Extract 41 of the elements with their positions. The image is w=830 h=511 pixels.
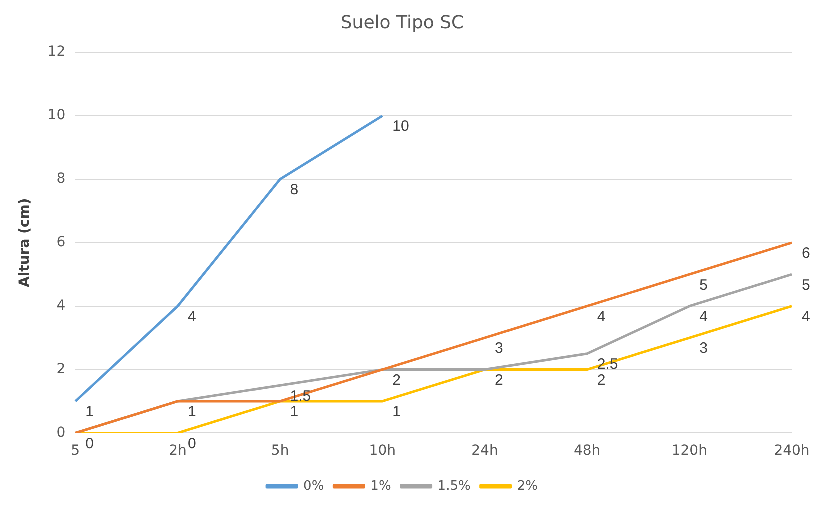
legend-label: 1.5%: [438, 478, 471, 494]
x-tick-label: 24h: [472, 443, 498, 460]
y-tick-label: 4: [56, 298, 66, 314]
y-tick-label: 8: [56, 171, 66, 188]
legend-label: 1%: [370, 478, 392, 494]
y-tick-label: 12: [48, 44, 66, 60]
data-label: 10: [392, 118, 410, 136]
data-label: 1: [188, 404, 196, 421]
y-tick-label: 2: [56, 361, 66, 378]
data-label: 2: [597, 372, 606, 389]
data-label: 1: [290, 404, 299, 421]
y-axis-title: Altura (cm): [17, 198, 34, 288]
data-label: 5: [700, 276, 708, 294]
data-label: 5: [802, 276, 810, 294]
data-label: 0: [188, 435, 196, 452]
data-label: 0: [86, 435, 94, 452]
legend-label: 0%: [304, 478, 324, 494]
legend-label: 2%: [517, 478, 538, 494]
y-tick-label: 10: [48, 108, 66, 124]
data-label: 4: [188, 308, 196, 326]
data-label: 1: [86, 404, 94, 421]
x-tick-label: 5h: [271, 443, 290, 460]
x-tick-label: 2h: [169, 443, 187, 460]
chart-title: Suelo Tipo SC: [340, 12, 464, 34]
x-tick-label: 5: [71, 443, 80, 460]
x-tick-label: 10h: [369, 443, 396, 460]
data-label: 2: [494, 372, 504, 389]
data-label: 6: [802, 245, 810, 262]
data-label: 4: [700, 308, 708, 326]
data-label: 8: [290, 182, 299, 199]
data-label: 3: [700, 340, 708, 358]
y-tick-label: 0: [56, 424, 66, 441]
data-label: 3: [494, 340, 504, 358]
y-tick-label: 6: [56, 234, 66, 251]
data-label: 1: [392, 404, 401, 421]
x-tick-label: 48h: [574, 443, 601, 460]
data-label: 4: [597, 308, 606, 326]
data-label: 2: [392, 372, 401, 389]
x-tick-label: 120h: [672, 443, 708, 460]
data-label: 4: [802, 308, 810, 326]
x-tick-label: 240h: [774, 443, 810, 460]
